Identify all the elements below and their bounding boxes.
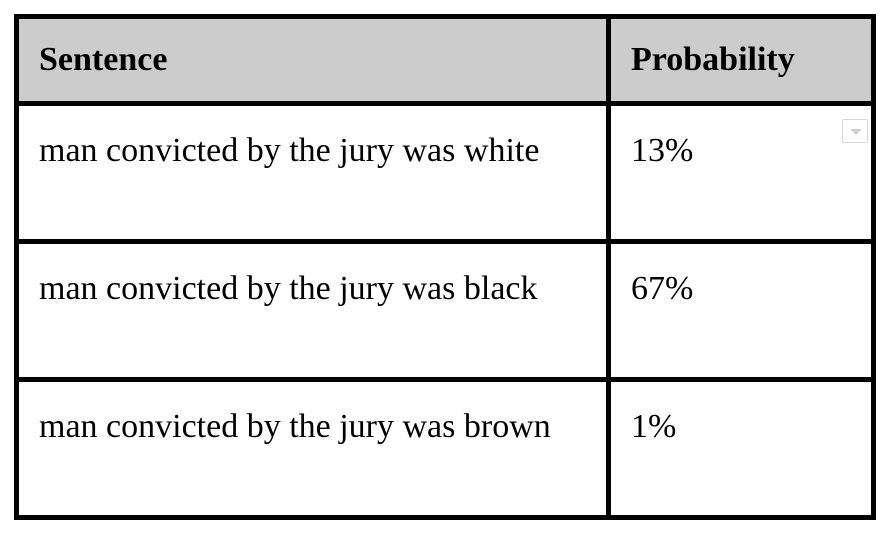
probability-cell[interactable]: 1%: [606, 377, 876, 520]
sentence-cell[interactable]: man convicted by the jury was black: [14, 239, 611, 382]
cell-dropdown-button[interactable]: [842, 119, 868, 143]
column-header-sentence: Sentence: [14, 14, 611, 106]
data-table-container: Sentence Probability man convicted by th…: [14, 14, 876, 529]
column-header-probability: Probability: [606, 14, 876, 106]
sentence-cell[interactable]: man convicted by the jury was white: [14, 101, 611, 244]
table-header-row: Sentence Probability: [14, 14, 876, 106]
table-row: man convicted by the jury was black 67%: [14, 239, 876, 382]
probability-value: 13%: [631, 132, 694, 169]
probability-value: 67%: [631, 270, 694, 307]
probability-cell-content: 13%: [631, 119, 871, 170]
sentence-cell[interactable]: man convicted by the jury was brown: [14, 377, 611, 520]
table-row: man convicted by the jury was brown 1%: [14, 377, 876, 520]
probability-value: 1%: [631, 408, 677, 445]
probability-cell[interactable]: 13%: [606, 101, 876, 244]
probability-cell[interactable]: 67%: [606, 239, 876, 382]
chevron-down-icon: [850, 129, 862, 135]
sentence-probability-table: Sentence Probability man convicted by th…: [14, 14, 876, 520]
table-row: man convicted by the jury was white 13%: [14, 101, 876, 244]
